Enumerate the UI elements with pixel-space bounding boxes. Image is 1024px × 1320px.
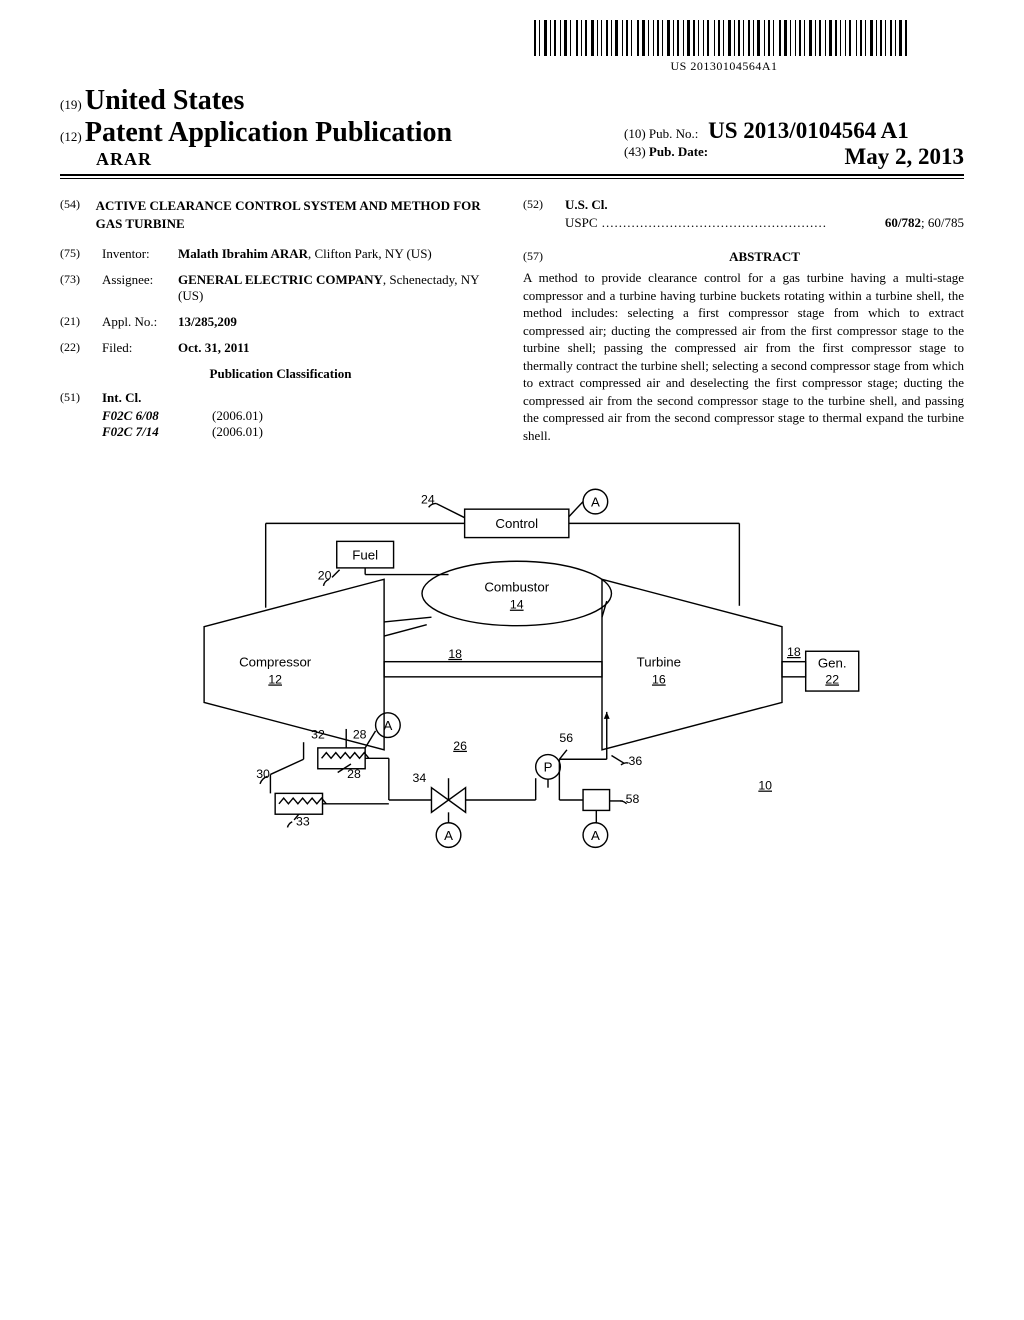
- biblio-right: (52) U.S. Cl. USPC .....................…: [523, 197, 964, 444]
- svg-text:28: 28: [347, 768, 361, 782]
- figure: Compressor 12 Turbine 16 18 18 Gen. 22 Combustor…: [152, 474, 872, 874]
- applno-label: Appl. No.:: [102, 314, 178, 330]
- uscl-label: U.S. Cl.: [565, 197, 608, 213]
- svg-text:Control: Control: [495, 517, 538, 532]
- barcode-text: US 20130104564A1: [534, 59, 914, 74]
- svg-text:Fuel: Fuel: [352, 548, 378, 563]
- svg-text:56: 56: [559, 732, 573, 746]
- uscl-dots: ........................................…: [598, 215, 885, 231]
- uscl-value-bold: 60/782: [885, 215, 921, 231]
- svg-text:Compressor: Compressor: [239, 655, 312, 670]
- pubno: US 2013/0104564 A1: [708, 118, 909, 143]
- title-code: (54): [60, 197, 96, 212]
- intcl-cls-1: F02C 7/14: [102, 424, 212, 440]
- filed-label: Filed:: [102, 340, 178, 356]
- svg-text:18: 18: [787, 645, 801, 659]
- inventor-code: (75): [60, 246, 102, 261]
- pubdate-label: Pub. Date:: [649, 144, 708, 159]
- intcl-year-1: (2006.01): [212, 424, 263, 440]
- header: (19) United States (12) Patent Applicati…: [60, 85, 964, 176]
- svg-text:14: 14: [510, 598, 524, 612]
- barcode-graphic: [534, 20, 914, 56]
- svg-text:20: 20: [318, 569, 332, 583]
- intcl-code: (51): [60, 390, 102, 405]
- svg-text:28: 28: [353, 728, 367, 742]
- applno-code: (21): [60, 314, 102, 329]
- svg-text:22: 22: [825, 673, 839, 687]
- pub-type-code: (12): [60, 129, 82, 144]
- pubdate: May 2, 2013: [845, 144, 964, 170]
- svg-text:A: A: [444, 828, 453, 843]
- header-divider: [60, 178, 964, 179]
- pubdate-code: (43): [624, 144, 646, 159]
- inventor-surname: ARAR: [96, 149, 452, 170]
- svg-text:10: 10: [758, 779, 772, 793]
- svg-text:Combustor: Combustor: [484, 580, 549, 595]
- barcode-block: US 20130104564A1: [534, 20, 914, 74]
- svg-text:36: 36: [629, 754, 643, 768]
- biblio: (54) ACTIVE CLEARANCE CONTROL SYSTEM AND…: [60, 197, 964, 444]
- invention-title: ACTIVE CLEARANCE CONTROL SYSTEM AND METH…: [96, 197, 501, 232]
- svg-text:34: 34: [413, 771, 427, 785]
- assignee-code: (73): [60, 272, 102, 287]
- svg-text:12: 12: [268, 673, 282, 687]
- svg-text:A: A: [591, 828, 600, 843]
- abstract-label: ABSTRACT: [565, 249, 964, 265]
- inventor-name: Malath Ibrahim ARAR: [178, 246, 308, 261]
- svg-text:26: 26: [453, 739, 467, 753]
- uscl-code: (52): [523, 197, 565, 212]
- intcl-cls-0: F02C 6/08: [102, 408, 212, 424]
- intcl-row: F02C 7/14 (2006.01): [102, 424, 501, 440]
- header-left: (19) United States (12) Patent Applicati…: [60, 85, 452, 170]
- pub-type: Patent Application Publication: [85, 117, 452, 148]
- filed-date: Oct. 31, 2011: [178, 340, 501, 356]
- svg-text:Gen.: Gen.: [818, 656, 847, 671]
- intcl-row: F02C 6/08 (2006.01): [102, 408, 501, 424]
- svg-text:33: 33: [296, 815, 310, 829]
- svg-text:P: P: [544, 760, 553, 775]
- svg-text:58: 58: [626, 792, 640, 806]
- uscl-prefix: USPC: [565, 215, 598, 231]
- applno: 13/285,209: [178, 314, 501, 330]
- classification-heading: Publication Classification: [60, 366, 501, 382]
- filed-code: (22): [60, 340, 102, 355]
- intcl-label: Int. Cl.: [102, 390, 141, 406]
- inventor-loc: , Clifton Park, NY (US): [308, 246, 432, 261]
- svg-text:A: A: [383, 718, 392, 733]
- svg-text:32: 32: [311, 728, 325, 742]
- biblio-left: (54) ACTIVE CLEARANCE CONTROL SYSTEM AND…: [60, 197, 501, 444]
- country-code: (19): [60, 97, 82, 112]
- assignee-label: Assignee:: [102, 272, 178, 288]
- svg-text:Turbine: Turbine: [637, 655, 681, 670]
- pubno-code: (10): [624, 126, 646, 141]
- uscl-value-rest: ; 60/785: [921, 215, 964, 231]
- svg-text:A: A: [591, 495, 600, 510]
- pubno-label: Pub. No.:: [649, 126, 698, 141]
- assignee-name: GENERAL ELECTRIC COMPANY: [178, 272, 383, 287]
- intcl-year-0: (2006.01): [212, 408, 263, 424]
- country: United States: [85, 85, 244, 116]
- figure-svg: Compressor 12 Turbine 16 18 18 Gen. 22 Combustor…: [152, 474, 872, 874]
- inventor-label: Inventor:: [102, 246, 178, 262]
- abstract-code: (57): [523, 249, 565, 264]
- svg-text:18: 18: [448, 647, 462, 661]
- svg-text:16: 16: [652, 673, 666, 687]
- abstract-text: A method to provide clearance control fo…: [523, 269, 964, 444]
- header-right: (10) Pub. No.: US 2013/0104564 A1 (43) P…: [624, 118, 964, 170]
